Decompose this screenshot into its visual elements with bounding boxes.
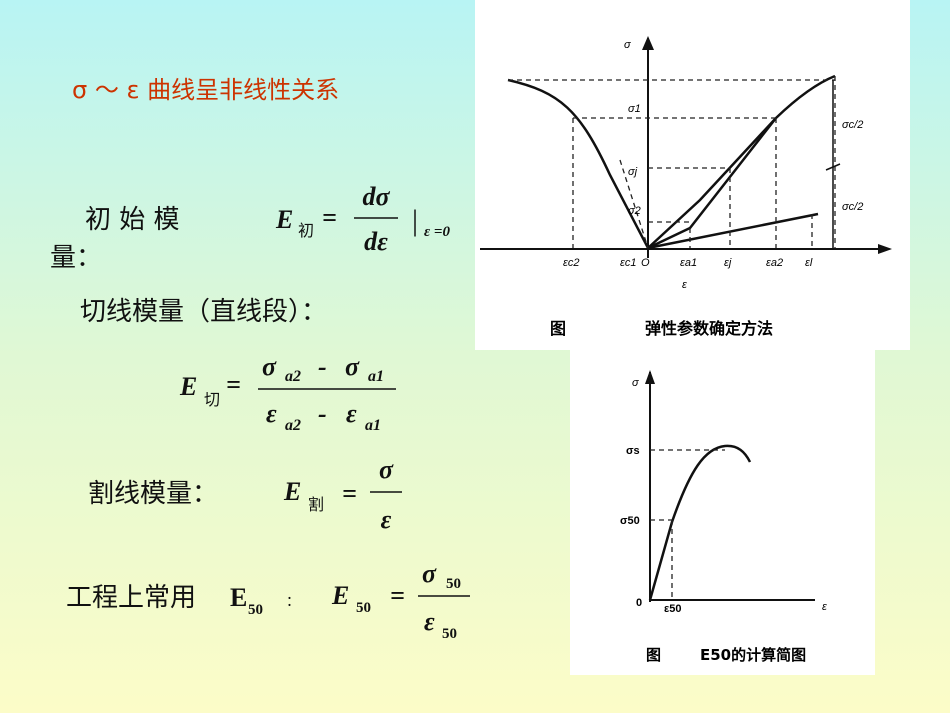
guides <box>508 76 836 248</box>
guides <box>650 449 725 600</box>
label: 割线模量： <box>88 479 218 509</box>
symbol: ε <box>266 399 277 428</box>
label: 切线模量（直线段）： <box>80 297 327 327</box>
caption-prefix: 图 <box>646 646 661 664</box>
symbol: E <box>331 581 349 610</box>
y-label: σ1 <box>628 103 641 115</box>
arrow <box>645 370 655 384</box>
secant <box>647 212 819 250</box>
curve <box>648 444 752 601</box>
subscript: 50 <box>356 600 371 616</box>
subscript: a2 <box>285 417 301 434</box>
x-label: ε50 <box>664 603 681 615</box>
e50: 工程上常用 E 50 ： E 50 = σ 50 ε 50 <box>66 559 470 642</box>
x-axis-label: ε <box>822 601 827 613</box>
equals: = <box>342 479 357 508</box>
x-label: εa1 <box>680 257 697 269</box>
figure2: σ ε 0 σs σ50 ε50 图 E50的计算简图 <box>570 350 875 675</box>
equals: = <box>390 581 405 610</box>
subscript: a2 <box>285 368 301 385</box>
figure-frame <box>475 0 910 350</box>
symbol: ε <box>424 607 435 636</box>
heading: σ ～ ε 曲线呈非线性关系 <box>72 76 339 104</box>
y-label: σ2 <box>628 205 641 217</box>
x-label: εl <box>805 257 813 269</box>
label: 工程上常用 <box>66 583 196 613</box>
label: 初 始 模 <box>85 205 180 235</box>
caption: E50的计算简图 <box>700 646 806 664</box>
y-label: σj <box>628 166 638 178</box>
bracket <box>825 163 841 171</box>
y-axis-label: σ <box>624 39 631 51</box>
arrow <box>878 244 892 254</box>
symbol: E <box>275 205 293 234</box>
subscript: 50 <box>442 626 457 642</box>
subscript: a1 <box>368 368 384 385</box>
colon: ： <box>286 594 300 610</box>
symbol: E <box>283 477 301 506</box>
y-axis-label: σ <box>632 377 639 389</box>
y-label: σ50 <box>620 515 640 527</box>
guides <box>619 159 649 249</box>
caption: 弹性参数确定方法 <box>645 319 773 338</box>
curve <box>507 74 836 251</box>
x-label: εc1 <box>620 257 636 269</box>
subscript: 50 <box>446 576 461 592</box>
subscript: 割 <box>308 495 324 514</box>
x-label: εa2 <box>766 257 783 269</box>
caption-prefix: 图 <box>550 319 566 338</box>
y-label: σs <box>626 445 640 457</box>
minus: - <box>318 352 327 381</box>
equals: = <box>226 370 241 399</box>
symbol: σ <box>262 352 277 381</box>
subscript: a1 <box>365 417 381 434</box>
origin: 0 <box>636 597 642 609</box>
denominator: dε <box>364 227 388 256</box>
tangent-modulus: 切线模量（直线段）： E 切 = σ a2 - σ a1 ε a2 - ε a1 <box>80 297 396 434</box>
bar: | <box>412 204 418 237</box>
arrow <box>642 36 654 50</box>
label-subscript: 50 <box>248 602 263 618</box>
symbol: ε <box>346 399 357 428</box>
initial-modulus: 初 始 模 量： E 初 = dσ dε | ε =0 <box>50 182 450 273</box>
denominator: ε <box>381 505 392 534</box>
symbol: E <box>179 372 197 401</box>
equals: = <box>322 203 337 232</box>
secant-modulus: 割线模量： E 割 = σ ε <box>88 455 402 534</box>
x-label: εc2 <box>563 257 579 269</box>
label: 量： <box>50 243 102 273</box>
x-axis-label: ε <box>682 279 687 291</box>
x-label: εj <box>724 257 732 269</box>
origin: O <box>641 257 650 269</box>
condition: ε =0 <box>424 224 450 240</box>
subscript: 切 <box>204 390 220 409</box>
subscript: 初 <box>298 221 314 240</box>
minus: - <box>318 399 327 428</box>
numerator: dσ <box>362 182 390 211</box>
numerator: σ <box>379 455 394 484</box>
symbol: σ <box>422 559 437 588</box>
label-symbol: E <box>230 583 247 612</box>
right-label: σc/2 <box>842 201 863 213</box>
symbol: σ <box>345 352 360 381</box>
figure-frame <box>570 350 875 675</box>
right-label: σc/2 <box>842 119 863 131</box>
figure1: σ ε O σ1 σj σ2 σc/2 σc/2 εc2 εc1 εa1 εj … <box>475 0 910 350</box>
